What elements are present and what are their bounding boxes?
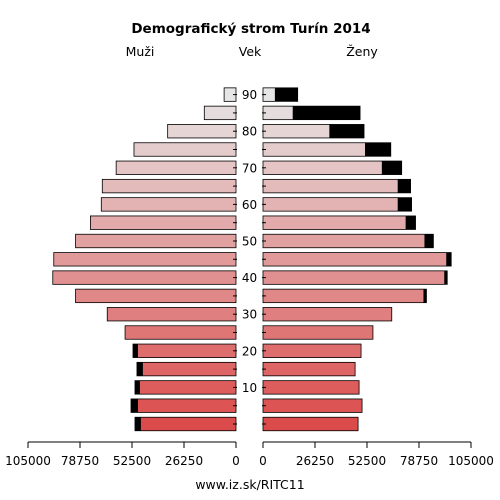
bar-men-0-4: [134, 416, 237, 432]
age-tick-label: 30: [242, 308, 257, 322]
x-tick-label: 78750: [61, 454, 99, 468]
bar-men-15-19: [136, 361, 237, 377]
bar-men-80-84: [167, 124, 237, 139]
bar-men-30-34: [106, 307, 237, 322]
bar-men-65-69: [101, 178, 237, 194]
age-tick-label: 70: [242, 161, 257, 175]
bar-women-70-74: [262, 160, 403, 175]
bar-women-20-24: [262, 343, 362, 358]
age-tick-label: 90: [242, 88, 257, 102]
x-tick-label: 105000: [5, 454, 51, 468]
x-tick-label: 52500: [348, 454, 386, 468]
bar-women-45-49: [262, 252, 452, 267]
bar-men-excess-0-4: [134, 417, 141, 431]
bar-women-excess-75-79: [365, 142, 391, 157]
bar-women-15-19: [262, 361, 356, 377]
bar-women-excess-40-44: [444, 270, 448, 285]
bars-group: [52, 87, 452, 432]
bar-women-excess-80-84: [329, 124, 365, 138]
x-tick-label: 105000: [448, 454, 494, 468]
axes-group: 10 20 30 40 50 60 70 80 90 105000 78750 52500 26250 0…: [5, 88, 494, 468]
bar-men-20-24: [132, 343, 237, 358]
bar-men-25-29: [124, 325, 237, 340]
x-tick-label: 26250: [296, 454, 334, 468]
right-header: Ženy: [346, 44, 378, 59]
bar-men-55-59: [90, 215, 237, 230]
bar-women-excess-65-69: [397, 179, 411, 193]
bar-women-excess-45-49: [446, 252, 452, 267]
bar-women-30-34: [262, 307, 393, 322]
chart-title: Demografický strom Turín 2014: [131, 21, 370, 37]
bar-women-55-59: [262, 215, 416, 230]
bar-men-10-14: [134, 380, 237, 395]
bar-women-excess-35-39: [423, 289, 427, 303]
bar-women-excess-55-59: [405, 215, 416, 230]
bar-women-10-14: [262, 380, 360, 395]
bar-women-excess-70-74: [381, 161, 402, 175]
bar-women-50-54: [262, 233, 434, 249]
age-tick-label: 60: [242, 198, 257, 212]
bar-women-65-69: [262, 178, 411, 194]
bar-women-25-29: [262, 325, 374, 340]
bar-men-70-74: [115, 160, 237, 175]
age-tick-label: 80: [242, 125, 257, 139]
bar-men-60-64: [100, 197, 237, 212]
bar-women-40-44: [262, 270, 448, 285]
left-header: Muži: [126, 44, 155, 59]
bar-men-35-39: [75, 288, 237, 304]
bar-women-0-4: [262, 416, 359, 432]
bar-women-5-9: [262, 398, 363, 413]
bar-men-excess-10-14: [134, 380, 140, 395]
bar-women-60-64: [262, 197, 412, 212]
age-tick-label: 20: [242, 344, 257, 358]
bar-women-excess-60-64: [397, 197, 412, 212]
bar-men-excess-20-24: [132, 344, 138, 358]
x-tick-label: 0: [232, 454, 240, 468]
age-tick-label: 40: [242, 271, 257, 285]
x-tick-label: 78750: [400, 454, 438, 468]
footer-url: www.iz.sk/RITC11: [195, 477, 304, 492]
center-header: Vek: [239, 44, 262, 59]
age-tick-label: 10: [242, 381, 257, 395]
x-tick-label: 0: [259, 454, 267, 468]
age-tick-label: 50: [242, 235, 257, 249]
bar-men-excess-15-19: [136, 362, 143, 376]
bar-men-50-54: [75, 233, 237, 249]
bar-men-5-9: [130, 398, 237, 413]
bar-men-85-89: [203, 105, 237, 121]
bar-women-excess-85-89: [292, 106, 361, 120]
bar-men-45-49: [53, 252, 237, 267]
bar-women-excess-90+: [274, 87, 298, 102]
bar-men-75-79: [133, 142, 237, 157]
bar-men-excess-5-9: [131, 398, 138, 413]
x-tick-label: 52500: [113, 454, 151, 468]
bar-women-35-39: [262, 288, 427, 304]
bar-men-40-44: [52, 270, 237, 285]
bar-women-excess-50-54: [424, 234, 434, 248]
x-tick-label: 26250: [165, 454, 203, 468]
